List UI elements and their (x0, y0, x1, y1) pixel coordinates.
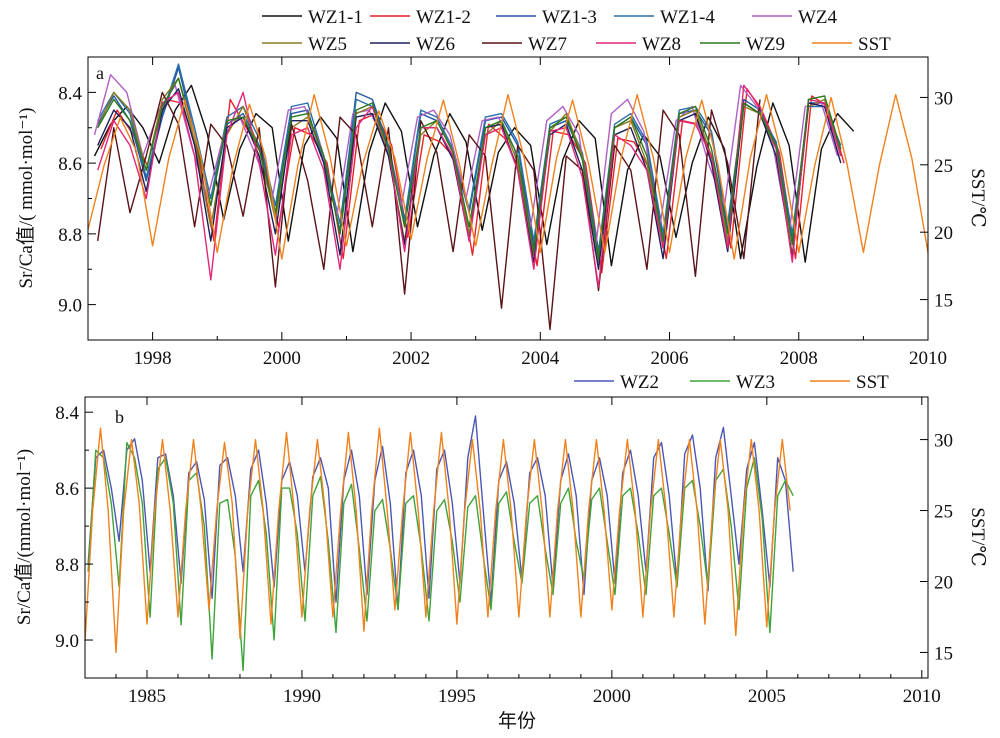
series-line-wz7 (97, 91, 761, 331)
y2-tick-label: 20 (934, 572, 953, 593)
series-line-wz8 (97, 84, 842, 288)
panel-b-label: b (115, 407, 124, 427)
y2-tick-label: 20 (934, 223, 953, 244)
legend-label-wz1-1: WZ1-1 (308, 7, 363, 28)
y-tick-label: 8.6 (58, 154, 82, 175)
series-line-wz2 (87, 415, 794, 611)
panel-a-ylabel: Sr/Ca值/( mmol·mol⁻¹) (15, 108, 37, 289)
legend-label-wz1-3: WZ1-3 (542, 7, 597, 28)
x-tick-label: 1995 (438, 686, 476, 707)
x-tick-label: 2010 (909, 348, 947, 369)
series-line-sst (84, 427, 791, 654)
y-tick-label: 9.0 (55, 631, 79, 652)
y2-tick-label: 15 (934, 291, 953, 312)
legend-label-wz3: WZ3 (736, 372, 775, 393)
y2-tick-label: 15 (934, 643, 953, 664)
x-axis-label: 年份 (498, 710, 536, 732)
legend-panel-a: WZ1-1 WZ1-2 WZ1-3 WZ1-4 WZ4 WZ5 WZ6 WZ7 WZ8 WZ9 SS… (262, 7, 891, 55)
legend-label-wz2: WZ2 (620, 372, 659, 393)
series-line-wz9 (97, 77, 842, 260)
panel-a-axes: 1998 2000 2002 2004 2006 2008 2010 8.4 8.6 8.8 9.0… (58, 56, 953, 369)
panel-a-label: a (96, 63, 104, 83)
legend-label-wz7: WZ7 (528, 34, 567, 55)
x-tick-label: 2010 (903, 686, 941, 707)
y2-tick-label: 30 (934, 88, 953, 109)
panel-a-series (87, 63, 929, 331)
y2-tick-label: 30 (934, 431, 953, 452)
legend-label-wz5: WZ5 (308, 34, 347, 55)
legend-label-wz6: WZ6 (416, 34, 455, 55)
y-tick-label: 8.6 (55, 479, 79, 500)
x-tick-label: 2006 (651, 348, 689, 369)
x-tick-label: 2004 (521, 348, 560, 369)
y-tick-label: 8.4 (55, 403, 79, 424)
y-tick-label: 8.8 (58, 225, 82, 246)
y2-tick-label: 25 (934, 156, 953, 177)
x-tick-label: 1998 (134, 348, 172, 369)
y2-tick-label: 25 (934, 502, 953, 523)
y-tick-label: 9.0 (58, 296, 82, 317)
panel-b-ylabel: Sr/Ca值/(mmol·mol⁻¹) (13, 449, 35, 625)
legend-label-wz4: WZ4 (798, 7, 838, 28)
x-tick-label: 1985 (128, 686, 166, 707)
x-tick-label: 2002 (392, 348, 430, 369)
legend-label-sst: SST (858, 34, 891, 55)
y-tick-label: 8.8 (55, 555, 79, 576)
legend-label-sst: SST (856, 372, 889, 393)
legend-label-wz1-4: WZ1-4 (660, 7, 715, 28)
x-tick-label: 2005 (748, 686, 786, 707)
y-tick-label: 8.4 (58, 83, 82, 104)
x-tick-label: 1990 (283, 686, 321, 707)
panel-b-frame (84, 396, 929, 679)
panel-b-y2label: SST/℃ (967, 507, 988, 566)
x-tick-label: 2008 (780, 348, 818, 369)
x-tick-label: 2000 (263, 348, 301, 369)
series-line-sst (87, 93, 929, 260)
legend-label-wz8: WZ8 (642, 34, 681, 55)
panel-b-series (84, 415, 794, 672)
panel-b-axes: 1985 1990 1995 2000 2005 2010 8.4 8.6 8.8 9.0 15 20… (55, 397, 953, 707)
legend-label-wz1-2: WZ1-2 (416, 7, 471, 28)
panel-a-y2label: SST/℃ (967, 168, 988, 227)
panel-b: 1985 1990 1995 2000 2005 2010 8.4 8.6 8.8 9.0 15 20… (13, 396, 988, 707)
x-tick-label: 2000 (593, 686, 631, 707)
panel-a: 1998 2000 2002 2004 2006 2008 2010 8.4 8.6 8.8 9.0… (15, 56, 988, 369)
legend-panel-b: WZ2 WZ3 SST (574, 372, 889, 393)
legend-label-wz9: WZ9 (746, 34, 785, 55)
series-line-wz3 (87, 441, 794, 672)
